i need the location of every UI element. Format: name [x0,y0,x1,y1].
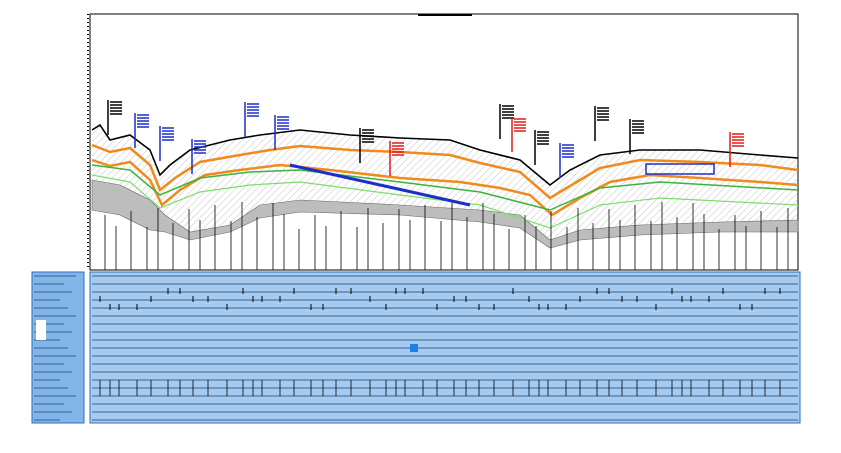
borehole-lines [104,202,789,270]
orange-layer [91,158,799,217]
green-layer [91,174,799,229]
green-layer [91,164,799,211]
blue-box [645,163,715,175]
hatched-layer [92,125,798,240]
white-cell [36,320,46,340]
flags [107,100,744,178]
data-table [89,271,801,424]
table-rows [34,275,798,421]
blue-line [289,163,471,207]
legend-column [31,271,85,424]
terrain-line [91,123,799,187]
highlight-cell [410,344,418,352]
orange-layer [91,143,799,200]
